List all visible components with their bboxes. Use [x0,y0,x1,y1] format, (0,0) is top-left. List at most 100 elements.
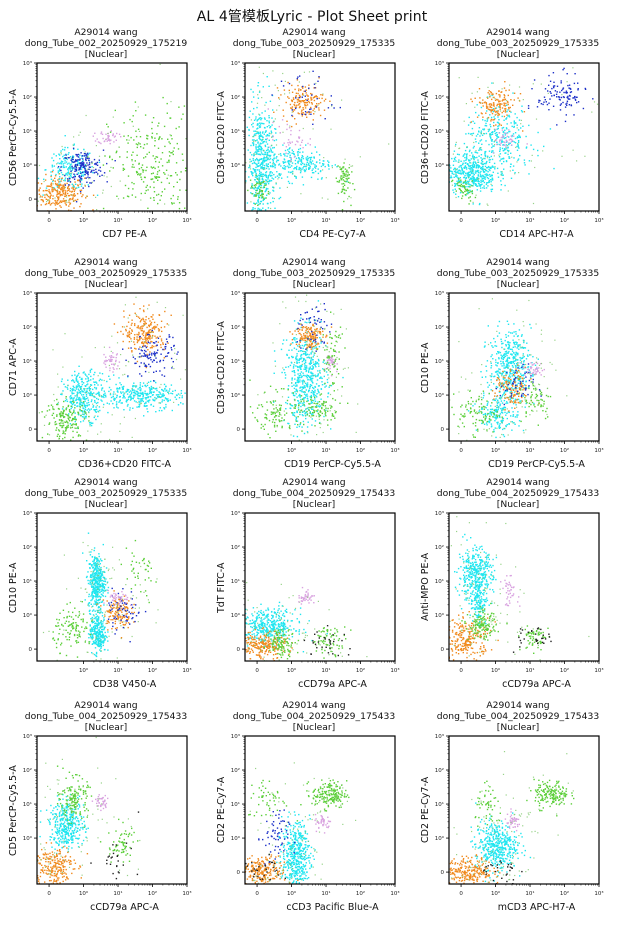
data-point-orange [139,346,141,348]
data-point-cyan [94,399,96,402]
data-point-cyan [524,164,526,166]
data-point-cyan [487,177,490,180]
data-point-cyan [258,195,260,197]
data-point-cyan [502,141,504,143]
data-point-pink [500,139,502,141]
data-point-cyan [98,406,101,408]
data-point-cyan [109,378,111,380]
data-point-cyan [276,175,279,177]
data-point-orange [494,99,497,101]
data-point-cyan [321,177,323,179]
data-point-blue [304,113,307,116]
data-point-cyan [254,171,256,173]
data-point-orange [133,336,136,339]
data-point-blue [151,329,153,332]
data-point-green [75,427,77,429]
data-point-cyan [297,161,299,163]
data-point-cyan [508,114,510,117]
data-point-orange [315,95,317,97]
data-point-pink [105,138,108,140]
data-point-orange [57,196,59,198]
data-point-cyan [482,168,484,171]
data-point-green [342,170,344,172]
data-point-cyan [506,117,508,119]
data-point-cyan [257,123,259,125]
data-point-cyan [72,399,74,401]
data-point-cyan [265,135,267,137]
data-point-outlier [475,194,477,196]
data-point-cyan [256,177,258,179]
data-point-blue [80,162,82,164]
data-point-orange [41,199,43,201]
data-point-outlier [93,395,95,397]
data-point-cyan [303,169,306,171]
data-point-cyan [484,151,486,153]
data-point-cyan [300,170,302,172]
data-point-orange [156,336,159,338]
data-point-outlier [535,118,538,120]
data-point-cyan [483,168,486,171]
data-point-cyan [141,393,144,395]
data-point-cyan [479,202,481,205]
data-point-cyan [472,181,474,183]
data-point-green [161,152,164,154]
data-point-cyan [269,100,272,102]
data-point-cyan [161,399,164,401]
data-point-pink [293,156,296,158]
data-point-cyan [106,402,108,404]
data-point-cyan [471,191,473,193]
data-point-outlier [486,157,489,159]
data-point-cyan [274,167,276,169]
data-point-cyan [485,183,488,186]
data-point-cyan [487,174,489,176]
data-point-green [258,196,261,199]
data-point-cyan [259,131,261,133]
data-point-cyan [297,151,299,153]
data-point-cyan [69,398,72,400]
data-point-cyan [81,157,83,159]
data-point-cyan [253,194,256,196]
data-point-outlier [159,402,161,404]
data-point-cyan [257,127,259,129]
data-point-green [153,197,155,199]
data-point-green [111,158,113,161]
data-point-cyan [62,155,64,158]
data-point-green [71,419,74,421]
data-point-cyan [502,174,504,176]
data-point-blue [558,98,561,100]
data-point-cyan [62,390,64,392]
data-point-cyan [275,161,278,163]
data-points [38,296,187,441]
data-point-orange [498,90,500,92]
data-point-outlier [282,131,284,133]
data-point-orange [149,338,151,340]
data-point-blue [95,163,97,166]
data-point-cyan [59,162,61,165]
data-point-cyan [164,397,167,399]
data-point-blue [88,162,91,164]
data-point-cyan [263,185,265,187]
data-point-pink [506,140,508,142]
data-point-orange [490,103,492,105]
data-point-cyan [258,134,261,137]
data-point-green [140,178,143,181]
data-point-cyan [469,168,471,171]
data-point-outlier [88,178,90,180]
data-point-cyan [88,387,90,390]
data-point-cyan [255,148,257,150]
data-point-outlier [275,144,278,146]
data-point-cyan [257,199,259,202]
data-point-cyan [472,178,475,181]
data-point-cyan [471,164,473,167]
data-point-blue [148,354,150,356]
data-point-orange [59,183,61,185]
data-point-cyan [487,171,489,173]
data-point-cyan [265,138,268,141]
data-point-cyan [264,160,266,162]
data-point-orange [316,103,318,105]
data-point-green [149,186,151,188]
data-point-green [156,173,159,175]
data-point-cyan [139,401,141,404]
data-point-green [80,410,83,412]
data-point-cyan [266,134,269,136]
